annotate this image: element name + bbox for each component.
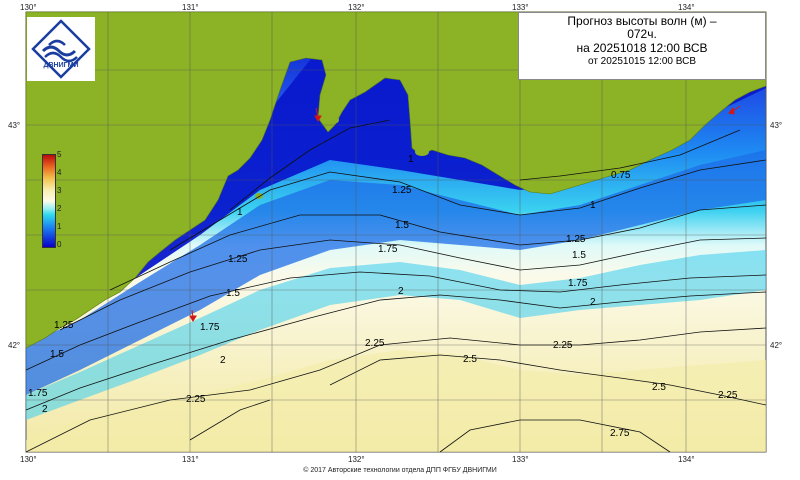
- forecast-valid-time: на 20251018 12:00 ВСВ: [576, 41, 708, 55]
- contour-label: 1.5: [50, 349, 64, 360]
- contour-label: 2.25: [186, 394, 206, 405]
- wind-arrows: [189, 105, 741, 322]
- contour-label: 2.25: [553, 340, 573, 351]
- forecast-info-box: Прогноз высоты волн (м) – 072ч. на 20251…: [518, 12, 766, 80]
- contour-labels: 0.75 1 1 1.25 1.25 1.25 1.5 1.5 1.5 1.75…: [28, 154, 738, 439]
- color-scale-bar: [42, 154, 56, 248]
- legend-label: 0: [57, 240, 62, 249]
- contour-label: 2: [42, 404, 48, 415]
- logo: ДВНИГМИ: [27, 17, 95, 81]
- contour-label: 1.75: [28, 388, 48, 399]
- contour-label: 1.75: [568, 278, 588, 289]
- lon-labels-bottom: 130° 131° 132° 133° 134°: [20, 455, 695, 464]
- lon-tick: 132°: [348, 455, 365, 464]
- lon-tick: 134°: [678, 3, 695, 12]
- legend-label: 1: [57, 222, 62, 231]
- contour-label: 2.5: [463, 354, 477, 365]
- lat-tick: 42°: [8, 341, 20, 350]
- title-line-2: 072ч.: [627, 27, 657, 41]
- contour-label: 2.25: [365, 338, 385, 349]
- sea-band-blue: [26, 150, 766, 395]
- title-line-1: Прогноз высоты волн (м) –: [567, 14, 717, 28]
- lon-tick: 131°: [182, 3, 199, 12]
- lat-tick: 42°: [770, 341, 782, 350]
- lat-tick: 43°: [770, 121, 782, 130]
- contour-label: 1: [408, 154, 414, 165]
- island: [415, 148, 429, 156]
- lon-tick: 132°: [348, 3, 365, 12]
- contour-label: 1.75: [378, 244, 398, 255]
- lat-labels: 43° 42° 43° 42°: [8, 121, 782, 350]
- svg-text:ДВНИГМИ: ДВНИГМИ: [44, 62, 79, 69]
- contour-label: 2: [220, 355, 226, 366]
- contour-label: 1.5: [572, 250, 586, 261]
- contour-label: 2: [398, 286, 404, 297]
- contour-label: 2: [590, 297, 596, 308]
- lon-tick: 134°: [678, 455, 695, 464]
- contour-label: 1: [590, 200, 596, 211]
- sea-band-cyan: [26, 250, 766, 420]
- contour-label: 1.25: [566, 234, 586, 245]
- copyright-footer: © 2017 Авторские технологии отдела ДПП Ф…: [303, 467, 497, 474]
- contour-label: 2.25: [718, 390, 738, 401]
- contour-label: 2.75: [610, 428, 630, 439]
- sea-band-yellow: [26, 350, 766, 452]
- contour-label: 1: [237, 207, 243, 218]
- graticule: [26, 12, 766, 452]
- contour-label: 2.5: [652, 382, 666, 393]
- lon-tick: 131°: [182, 455, 199, 464]
- lon-tick: 130°: [20, 455, 37, 464]
- forecast-issue-time: от 20251015 12:00 ВСВ: [587, 56, 696, 67]
- contour-lines: [25, 119, 767, 453]
- lat-tick: 43°: [8, 121, 20, 130]
- legend-label: 5: [57, 150, 62, 159]
- lon-tick: 130°: [20, 3, 37, 12]
- contour-label: 1.5: [395, 220, 409, 231]
- legend-label: 3: [57, 186, 62, 195]
- lon-labels-top: 130° 131° 132° 133° 134°: [20, 3, 695, 12]
- contour-label: 1.5: [226, 288, 240, 299]
- land-mainland: [25, 11, 767, 349]
- contour-label: 1.75: [200, 322, 220, 333]
- contour-label: 1.25: [54, 320, 74, 331]
- legend-label: 4: [57, 168, 62, 177]
- contour-label: 1.25: [228, 254, 248, 265]
- contour-label: 0.75: [611, 170, 631, 181]
- lon-tick: 133°: [512, 3, 529, 12]
- island: [327, 116, 339, 124]
- legend-label: 2: [57, 204, 62, 213]
- wave-emblem-icon: ДВНИГМИ: [27, 17, 95, 81]
- lon-tick: 133°: [512, 455, 529, 464]
- contour-label: 1.25: [392, 185, 412, 196]
